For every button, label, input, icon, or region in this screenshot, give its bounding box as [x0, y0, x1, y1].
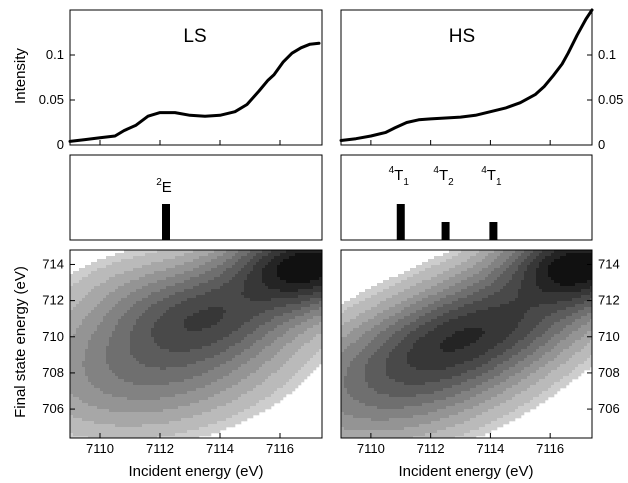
y-tick-label-final-state-hs: 706 — [598, 401, 620, 416]
y-tick-label-intensity-ls: 0.1 — [46, 47, 64, 62]
y-tick-label-final-state-ls: 712 — [42, 293, 64, 308]
y-tick-label-final-state-ls: 706 — [42, 401, 64, 416]
x-tick-label: 7110 — [86, 441, 114, 456]
transition-label: 4T2 — [433, 165, 454, 188]
transition-label: 4T1 — [389, 165, 410, 188]
contour-map-hs — [341, 250, 592, 438]
x-tick-label: 7112 — [417, 441, 445, 456]
y-tick-label-final-state-hs: 708 — [598, 365, 620, 380]
y-tick-label-final-state-hs: 710 — [598, 329, 620, 344]
transition-bars-layer: 2E 4T1 4T2 4T1 — [156, 165, 502, 240]
transition-label: 2E — [156, 177, 172, 196]
transition-bar — [489, 222, 498, 240]
spectra-layer — [68, 8, 594, 143]
frame-bot-ls — [69, 249, 323, 439]
tick-layer: 7110 7110 7112 7112 7114 7114 7116 7116 0 0 0.05 0.… — [39, 47, 624, 456]
frame-bot-hs — [340, 249, 593, 439]
y-tick-label-intensity-hs: 0 — [598, 137, 605, 152]
x-tick-label: 7116 — [536, 441, 564, 456]
transition-bar — [396, 204, 405, 240]
x-tick-label: 7114 — [206, 441, 234, 456]
x-axis-label-hs: Incident energy (eV) — [398, 463, 533, 480]
panel-title-ls: LS — [183, 26, 206, 47]
frame-mid-hs — [340, 154, 593, 241]
y-tick-label-final-state-ls: 714 — [42, 256, 64, 271]
contour-map-ls — [70, 250, 322, 438]
transition-bar — [162, 204, 170, 240]
x-tick-label: 7112 — [146, 441, 174, 456]
x-tick-label: 7114 — [476, 441, 504, 456]
frame-top-hs — [340, 9, 593, 146]
transition-bar — [441, 222, 450, 240]
frame-mid-ls — [69, 154, 323, 241]
transition-label: 4T1 — [481, 165, 502, 188]
spectrum-line-ls — [68, 41, 321, 143]
y-tick-label-final-state-ls: 708 — [42, 365, 64, 380]
y-tick-label-intensity-ls: 0.05 — [39, 92, 64, 107]
y-tick-label-final-state-hs: 712 — [598, 293, 620, 308]
y-tick-label-final-state-hs: 714 — [598, 256, 620, 271]
y-tick-label-intensity-ls: 0 — [57, 137, 64, 152]
x-axis-label-ls: Incident energy (eV) — [128, 463, 263, 480]
spectrum-line-hs — [339, 8, 594, 142]
panel-title-hs: HS — [449, 26, 475, 47]
y-axis-label-intensity: Intensity — [12, 48, 29, 104]
y-tick-label-intensity-hs: 0.05 — [598, 92, 623, 107]
panel-frames — [69, 9, 593, 439]
y-axis-label-final-state: Final state energy (eV) — [12, 266, 29, 418]
y-tick-label-intensity-hs: 0.1 — [598, 47, 616, 62]
y-tick-label-final-state-ls: 710 — [42, 329, 64, 344]
frame-top-ls — [69, 9, 323, 146]
x-tick-label: 7116 — [266, 441, 294, 456]
x-tick-label: 7110 — [357, 441, 385, 456]
